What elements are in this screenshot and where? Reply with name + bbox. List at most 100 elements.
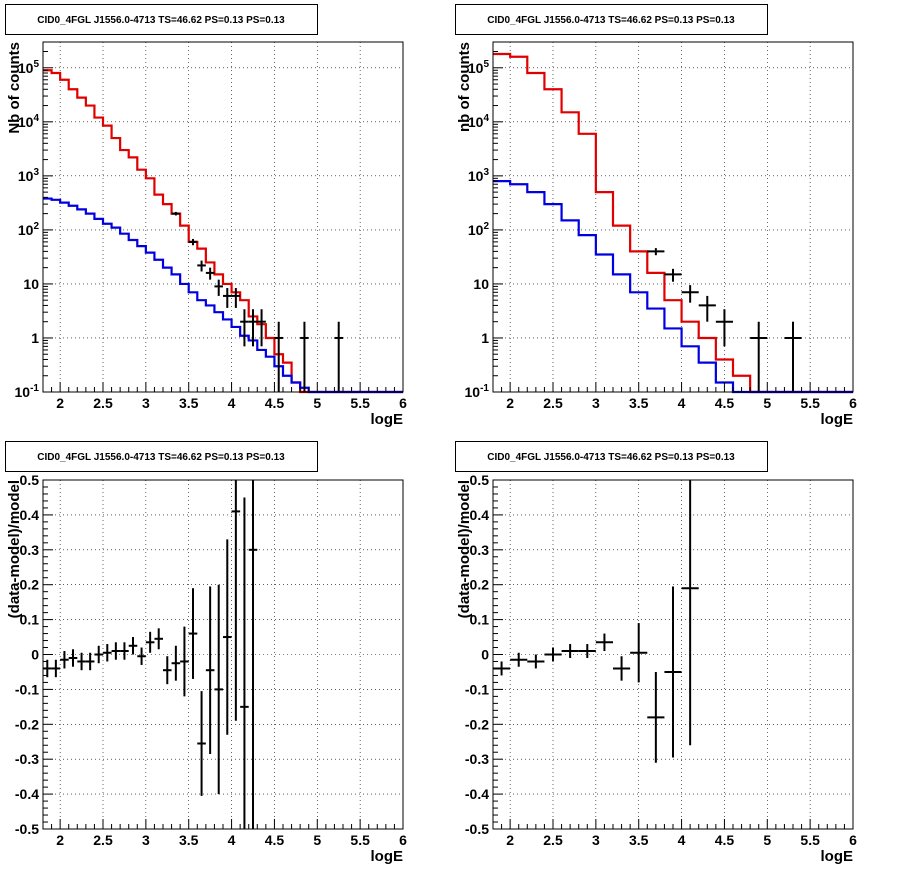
- x-tick-label: 6: [399, 832, 407, 848]
- data-point: [188, 238, 198, 246]
- title-box: [455, 4, 768, 35]
- x-tick-label: 4.5: [715, 395, 735, 411]
- data-point: [77, 652, 86, 671]
- data-point: [180, 626, 189, 697]
- y-tick-label: 0.5: [20, 472, 40, 488]
- panel-counts-right: CID0_4FGL J1556.0-4713 TS=46.62 PS=0.13 …: [455, 4, 857, 428]
- y-tick-label: -0.1: [15, 681, 39, 697]
- x-tick-label: 5: [313, 395, 321, 411]
- data-point: [205, 267, 215, 280]
- data-point: [647, 248, 665, 256]
- x-tick-label: 4.5: [265, 832, 285, 848]
- x-tick-label: 3.5: [179, 832, 199, 848]
- y-tick-label: 0.5: [470, 472, 490, 488]
- x-axis-label: logE: [371, 411, 404, 428]
- y-tick-label: 103: [18, 167, 40, 184]
- y-tick-label: -0.3: [465, 751, 489, 767]
- data-point: [94, 645, 103, 664]
- data-point: [664, 268, 682, 282]
- data-point: [647, 671, 665, 763]
- data-point: [85, 652, 95, 671]
- y-tick-label: 102: [468, 221, 490, 238]
- panel-residual-right: CID0_4FGL J1556.0-4713 TS=46.62 PS=0.13 …: [455, 441, 857, 865]
- chart-title: CID0_4FGL J1556.0-4713 TS=46.62 PS=0.13 …: [487, 452, 735, 463]
- y-tick-label: -0.4: [465, 786, 489, 802]
- x-tick-label: 5.5: [350, 832, 370, 848]
- x-tick-label: 3.5: [629, 395, 649, 411]
- grid: [493, 42, 854, 393]
- data-point: [300, 321, 309, 392]
- data-point: [784, 321, 802, 392]
- x-tick-label: 2.5: [93, 395, 113, 411]
- y-tick-label: 10: [23, 276, 39, 292]
- chart-title: CID0_4FGL J1556.0-4713 TS=46.62 PS=0.13 …: [37, 15, 285, 26]
- x-tick-label: 3.5: [179, 395, 199, 411]
- y-tick-label: -0.4: [15, 786, 39, 802]
- data-point: [214, 584, 223, 795]
- y-axis: -0.5 -0.4 -0.3 -0.2 -0.1 0 0.1 0.2 0.3 0.4 0.5(dat…: [6, 472, 53, 837]
- data-point: [698, 295, 716, 322]
- data-point: [595, 633, 613, 652]
- y-tick-label: 0.2: [20, 577, 40, 593]
- y-tick-label: 105: [468, 59, 490, 76]
- data-point: [137, 647, 146, 665]
- series-1-line: [43, 197, 403, 394]
- data-point: [163, 656, 172, 685]
- x-tick-label: 5.5: [800, 832, 820, 848]
- series-0-line: [43, 69, 403, 394]
- data-point: [544, 647, 562, 662]
- y-tick-label: 1: [481, 330, 489, 346]
- data-point: [60, 651, 69, 669]
- plot-frame: [492, 41, 854, 393]
- x-tick-label: 2.5: [93, 832, 113, 848]
- x-tick-label: 3: [592, 832, 600, 848]
- x-tick-label: 2.5: [543, 832, 563, 848]
- y-tick-label: -0.5: [465, 821, 489, 837]
- data-point: [231, 288, 241, 308]
- data-point: [171, 645, 181, 681]
- x-tick-label: 2: [56, 832, 64, 848]
- x-tick-label: 5: [763, 832, 771, 848]
- x-tick-label: 4.5: [715, 832, 735, 848]
- y-tick-label: 1: [31, 330, 39, 346]
- y-tick-label: 0: [31, 647, 39, 663]
- x-tick-label: 4: [678, 395, 686, 411]
- data-point: [68, 649, 78, 667]
- data-point: [240, 497, 249, 829]
- data-point: [51, 659, 61, 678]
- y-axis-label: nb of counts: [456, 42, 473, 132]
- y-tick-label: 0.4: [470, 507, 490, 523]
- y-tick-label: 104: [18, 113, 40, 130]
- data-point: [197, 260, 206, 272]
- data-point: [578, 644, 596, 658]
- data-point: [231, 480, 241, 721]
- data-point: [128, 637, 138, 655]
- x-tick-label: 5.5: [800, 395, 820, 411]
- x-tick-label: 2: [506, 832, 514, 848]
- data-point: [205, 586, 215, 754]
- y-tick-label: 0.3: [20, 542, 40, 558]
- y-tick-label: 0.1: [20, 612, 40, 628]
- data-point: [334, 321, 343, 392]
- x-tick-label: 2.5: [543, 395, 563, 411]
- y-tick-label: -0.3: [15, 751, 39, 767]
- x-tick-label: 5: [763, 395, 771, 411]
- x-axis-label: logE: [371, 848, 404, 865]
- x-tick-label: 5: [313, 832, 321, 848]
- y-tick-label: -0.5: [15, 821, 39, 837]
- data-point: [197, 691, 206, 796]
- y-tick-label: 10-1: [465, 383, 490, 400]
- y-tick-label: 0.3: [470, 542, 490, 558]
- data-point: [510, 652, 528, 667]
- x-axis-label: logE: [821, 411, 854, 428]
- y-tick-label: 0.2: [470, 577, 490, 593]
- x-tick-label: 4: [228, 395, 236, 411]
- data-point: [248, 480, 258, 829]
- y-tick-label: -0.2: [465, 716, 489, 732]
